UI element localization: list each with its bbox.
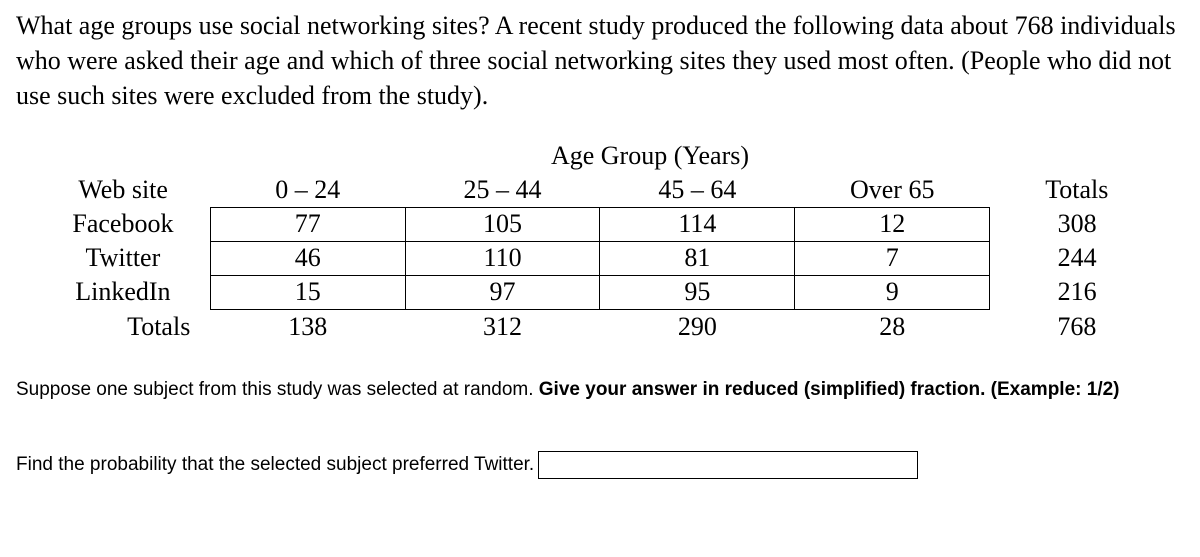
header-col-2: 25 – 44 [405,173,600,207]
question-label: Find the probability that the selected s… [16,454,534,476]
question-row: Find the probability that the selected s… [16,451,1184,479]
row-total: 308 [990,207,1164,241]
row-total: 216 [990,275,1164,309]
col-total: 28 [795,309,990,343]
instruction-bold: Give your answer in reduced (simplified)… [539,379,1120,400]
header-col-3: 45 – 64 [600,173,795,207]
col-total: 138 [210,309,405,343]
table-row: LinkedIn 15 97 95 9 216 [36,275,1164,309]
cell: 97 [405,275,600,309]
answer-input[interactable] [538,451,918,479]
table-row: Twitter 46 110 81 7 244 [36,241,1164,275]
row-label: Twitter [36,241,210,275]
cell: 12 [795,207,990,241]
data-table: Web site 0 – 24 25 – 44 45 – 64 Over 65 … [36,173,1164,343]
grand-total: 768 [990,309,1164,343]
table-totals-row: Totals 138 312 290 28 768 [36,309,1164,343]
table-header-row: Web site 0 – 24 25 – 44 45 – 64 Over 65 … [36,173,1164,207]
cell: 9 [795,275,990,309]
col-total: 290 [600,309,795,343]
cell: 77 [210,207,405,241]
cell: 110 [405,241,600,275]
cell: 81 [600,241,795,275]
table-super-header: Age Group (Years) [36,141,1164,171]
instruction-text: Suppose one subject from this study was … [16,379,1184,401]
cell: 15 [210,275,405,309]
cell: 46 [210,241,405,275]
totals-label: Totals [36,309,210,343]
cell: 95 [600,275,795,309]
cell: 114 [600,207,795,241]
instruction-plain: Suppose one subject from this study was … [16,379,539,400]
row-label: Facebook [36,207,210,241]
header-rowlabel: Web site [36,173,210,207]
col-total: 312 [405,309,600,343]
header-col-1: 0 – 24 [210,173,405,207]
table-row: Facebook 77 105 114 12 308 [36,207,1164,241]
header-totals: Totals [990,173,1164,207]
cell: 7 [795,241,990,275]
header-col-4: Over 65 [795,173,990,207]
intro-paragraph: What age groups use social networking si… [16,8,1184,113]
cell: 105 [405,207,600,241]
data-table-container: Age Group (Years) Web site 0 – 24 25 – 4… [36,141,1164,343]
row-label: LinkedIn [36,275,210,309]
row-total: 244 [990,241,1164,275]
